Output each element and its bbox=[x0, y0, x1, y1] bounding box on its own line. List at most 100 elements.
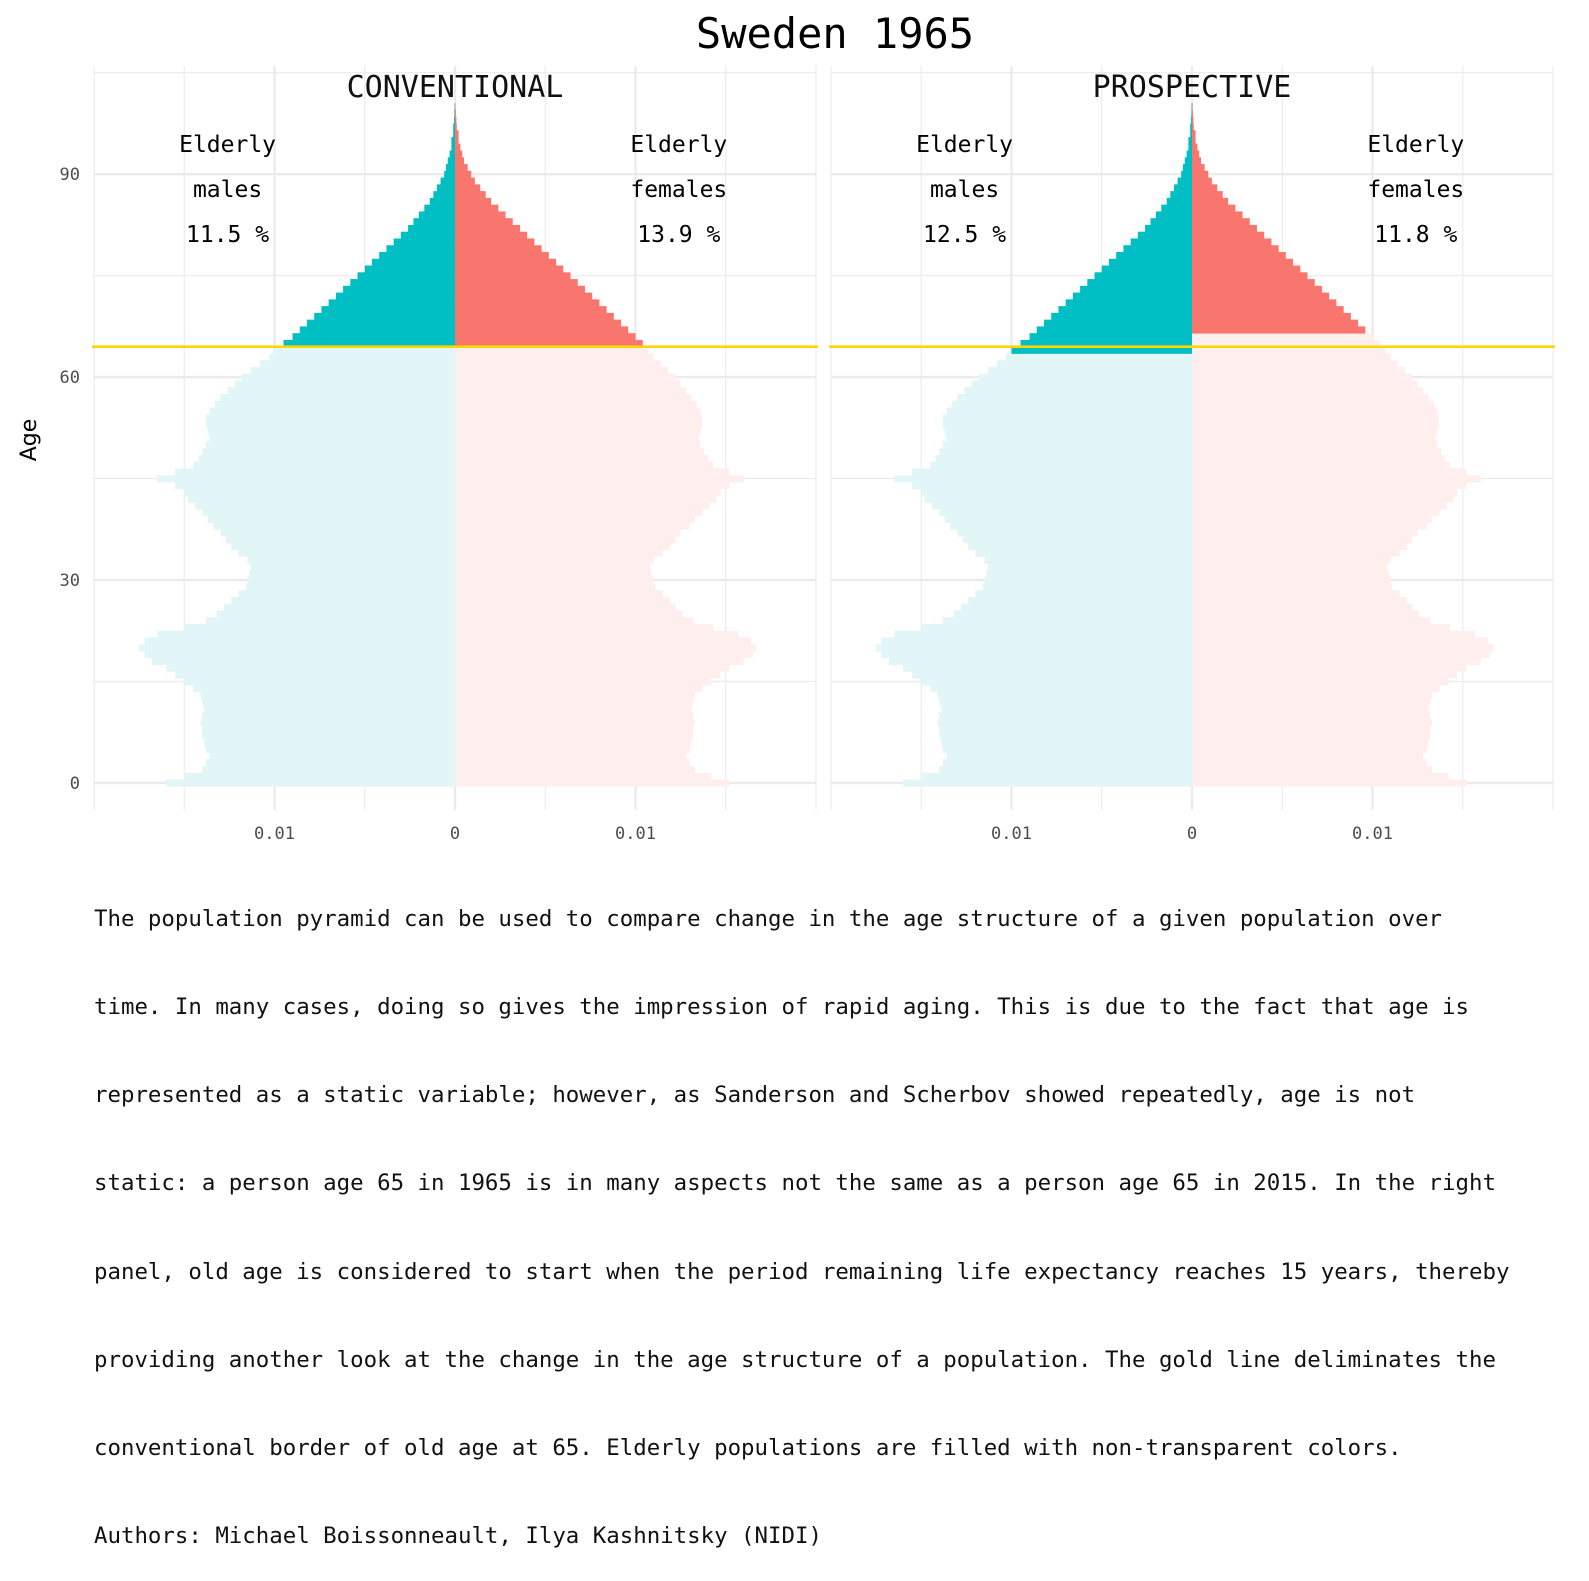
caption-line: represented as a static variable; howeve… bbox=[94, 1081, 1574, 1110]
bar-female-age-95 bbox=[1192, 137, 1196, 144]
bar-male-age-97 bbox=[1190, 123, 1192, 130]
bar-male-age-14 bbox=[193, 685, 455, 692]
bar-female-age-2 bbox=[1192, 766, 1432, 773]
bar-male-age-59 bbox=[235, 381, 455, 388]
bar-female-age-56 bbox=[455, 401, 697, 408]
bar-female-age-1 bbox=[1192, 773, 1448, 780]
bar-male-age-46 bbox=[175, 468, 455, 475]
bar-female-age-69 bbox=[1192, 313, 1351, 320]
bar-female-age-84 bbox=[1192, 211, 1243, 218]
bar-female-age-50 bbox=[1192, 441, 1437, 448]
caption-line: The population pyramid can be used to co… bbox=[94, 905, 1574, 934]
bar-male-age-54 bbox=[943, 414, 1192, 421]
bar-female-age-49 bbox=[455, 448, 704, 455]
bar-male-age-85 bbox=[424, 205, 455, 212]
bar-male-age-58 bbox=[965, 387, 1192, 394]
caption: The population pyramid can be used to co… bbox=[94, 846, 1574, 1581]
bar-female-age-33 bbox=[455, 556, 654, 563]
bar-female-age-7 bbox=[1192, 732, 1430, 739]
bar-female-age-14 bbox=[455, 685, 702, 692]
bar-male-age-28 bbox=[975, 590, 1192, 597]
bar-female-age-16 bbox=[1192, 671, 1457, 678]
bar-male-age-12 bbox=[939, 698, 1192, 705]
bar-female-age-12 bbox=[1192, 698, 1430, 705]
annotation-elderly-females: females bbox=[1367, 177, 1464, 203]
bar-male-age-86 bbox=[1167, 198, 1192, 205]
bar-male-age-56 bbox=[952, 401, 1192, 408]
bar-female-age-90 bbox=[1192, 171, 1208, 178]
bar-female-age-57 bbox=[1192, 394, 1428, 401]
bar-male-age-68 bbox=[1044, 320, 1192, 327]
bar-female-age-54 bbox=[455, 414, 702, 421]
bar-female-age-52 bbox=[455, 428, 700, 435]
bar-male-age-74 bbox=[350, 279, 455, 286]
annotation-elderly-males: 11.5 % bbox=[186, 222, 269, 248]
bar-male-age-35 bbox=[231, 543, 455, 550]
bar-male-age-88 bbox=[1174, 184, 1192, 191]
bar-female-age-0 bbox=[455, 780, 729, 787]
bar-male-age-7 bbox=[939, 732, 1192, 739]
x-tick-label: 0 bbox=[1187, 824, 1197, 844]
bar-male-age-93 bbox=[450, 151, 455, 158]
bar-female-age-67 bbox=[455, 326, 628, 333]
bar-female-age-74 bbox=[455, 279, 578, 286]
chart-title: Sweden 1965 bbox=[696, 9, 974, 58]
bar-female-age-39 bbox=[1192, 516, 1432, 523]
bar-female-age-83 bbox=[455, 218, 513, 225]
bar-female-age-14 bbox=[1192, 685, 1439, 692]
bar-male-age-44 bbox=[912, 482, 1192, 489]
bar-female-age-20 bbox=[1192, 644, 1493, 651]
bar-male-age-11 bbox=[941, 705, 1192, 712]
annotation-elderly-females: 13.9 % bbox=[637, 222, 720, 248]
bar-female-age-38 bbox=[1192, 523, 1427, 530]
bar-male-age-29 bbox=[246, 583, 455, 590]
bar-female-age-63 bbox=[455, 353, 654, 360]
x-tick-label: 0 bbox=[450, 824, 460, 844]
bar-male-age-50 bbox=[943, 441, 1192, 448]
bar-female-age-4 bbox=[1192, 753, 1423, 760]
bar-female-age-70 bbox=[1192, 306, 1344, 313]
bar-female-age-29 bbox=[455, 583, 655, 590]
bar-male-age-27 bbox=[231, 597, 455, 604]
bar-male-age-43 bbox=[184, 489, 455, 496]
bar-male-age-5 bbox=[206, 746, 455, 753]
bar-female-age-91 bbox=[455, 164, 468, 171]
bar-male-age-71 bbox=[1066, 299, 1192, 306]
bar-female-age-94 bbox=[455, 144, 460, 151]
bar-female-age-8 bbox=[1192, 725, 1430, 732]
bar-male-age-63 bbox=[269, 353, 455, 360]
bar-male-age-72 bbox=[336, 293, 455, 300]
bar-male-age-89 bbox=[1178, 178, 1192, 185]
panel-title: PROSPECTIVE bbox=[1093, 70, 1292, 105]
bar-female-age-0 bbox=[1192, 780, 1466, 787]
bar-male-age-9 bbox=[937, 719, 1192, 726]
bar-female-age-75 bbox=[1192, 272, 1308, 279]
bar-male-age-91 bbox=[446, 164, 455, 171]
bar-male-age-57 bbox=[957, 394, 1192, 401]
bar-male-age-3 bbox=[206, 759, 455, 766]
bar-male-age-94 bbox=[451, 144, 455, 151]
bar-male-age-75 bbox=[358, 272, 455, 279]
bar-male-age-18 bbox=[152, 658, 455, 665]
bar-male-age-66 bbox=[1030, 333, 1192, 340]
annotation-elderly-males: Elderly bbox=[179, 132, 276, 158]
bar-female-age-84 bbox=[455, 211, 506, 218]
bar-female-age-94 bbox=[1192, 144, 1197, 151]
bar-female-age-28 bbox=[455, 590, 663, 597]
bar-female-age-48 bbox=[455, 455, 708, 462]
bar-female-age-90 bbox=[455, 171, 471, 178]
bar-male-age-90 bbox=[1181, 171, 1192, 178]
bar-female-age-29 bbox=[1192, 583, 1392, 590]
bar-male-age-17 bbox=[903, 665, 1192, 672]
bar-male-age-73 bbox=[1080, 286, 1192, 293]
bar-male-age-47 bbox=[193, 462, 455, 469]
bar-female-age-43 bbox=[455, 489, 720, 496]
bar-female-age-10 bbox=[1192, 712, 1430, 719]
bar-male-age-13 bbox=[200, 692, 455, 699]
bar-female-age-36 bbox=[455, 536, 675, 543]
bar-male-age-76 bbox=[365, 266, 455, 273]
bar-male-age-21 bbox=[145, 638, 455, 645]
bar-female-age-60 bbox=[1192, 374, 1412, 381]
bar-male-age-74 bbox=[1087, 279, 1192, 286]
